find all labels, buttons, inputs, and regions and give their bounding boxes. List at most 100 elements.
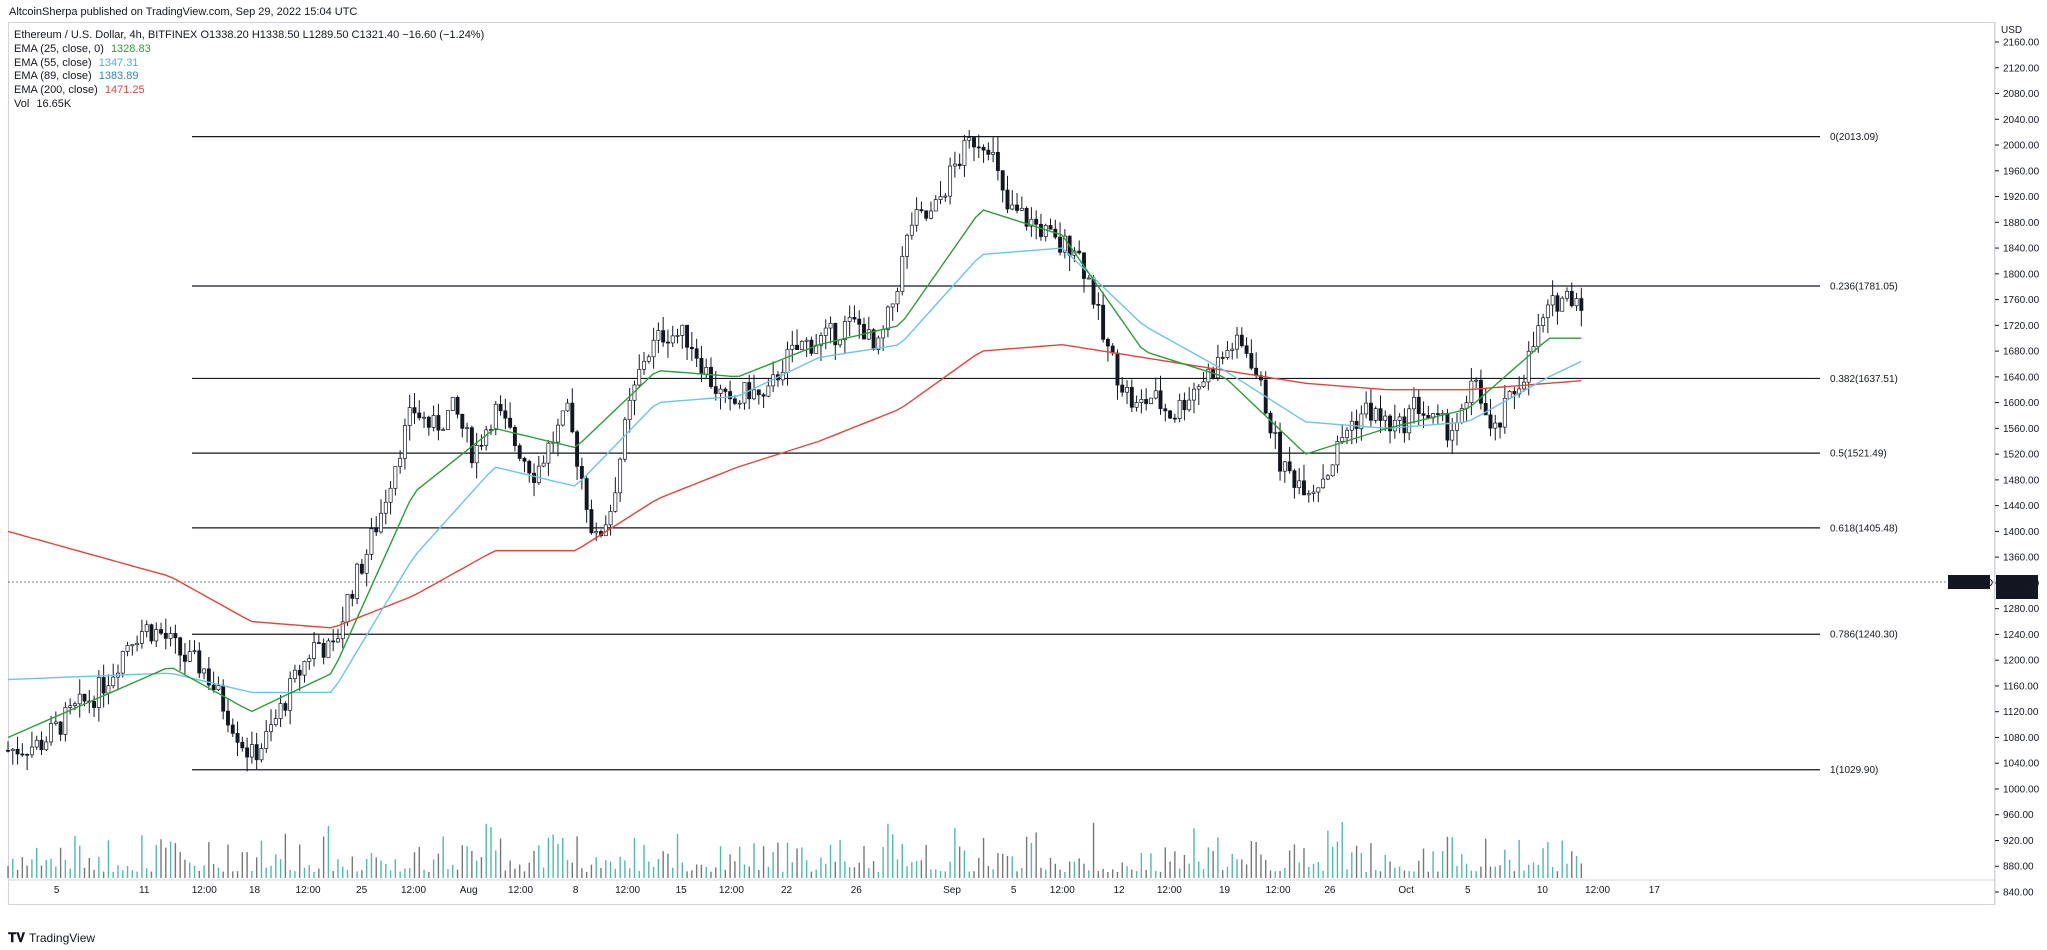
- candle-body: [1105, 338, 1110, 347]
- candle-body: [900, 255, 905, 292]
- candle-body: [92, 701, 97, 708]
- candle-body: [570, 402, 575, 433]
- candle-body: [1039, 223, 1043, 237]
- candle-body: [924, 210, 929, 219]
- candle-body: [723, 388, 728, 392]
- candle-body: [474, 444, 479, 464]
- candle-body: [426, 416, 431, 428]
- symbol-tag-label: ETHUSD: [1952, 578, 1993, 589]
- candle-body: [1574, 298, 1579, 307]
- y-tick-label: 840.00: [2003, 888, 2034, 899]
- legend-ema89[interactable]: EMA (89, close) 1383.89: [14, 70, 484, 84]
- x-tick-label: 12:00: [1266, 885, 1291, 896]
- fib-level-label: 0.618(1405.48): [1830, 523, 1898, 534]
- ema25-line: [7, 209, 1582, 739]
- candle-body: [536, 465, 541, 483]
- y-tick-label: 880.00: [2003, 862, 2034, 873]
- candle-body: [1015, 204, 1019, 211]
- published-caption: AltcoinSherpa published on TradingView.c…: [9, 6, 358, 18]
- candle-body: [1469, 380, 1474, 403]
- y-tick-label: 1040.00: [2003, 759, 2040, 770]
- legend-ema55[interactable]: EMA (55, close) 1347.31: [14, 57, 484, 71]
- candle-body: [948, 165, 953, 197]
- candle-body: [1187, 399, 1192, 411]
- candle-body: [1086, 277, 1091, 280]
- candle-body: [1062, 235, 1067, 253]
- candle-body: [197, 650, 202, 674]
- candle-body: [823, 327, 828, 336]
- candle-body: [345, 593, 350, 623]
- candle-body: [646, 356, 651, 362]
- candle-body: [1239, 334, 1244, 347]
- candle-body: [952, 163, 957, 167]
- x-tick-label: 5: [1465, 885, 1471, 896]
- candle-body: [1115, 352, 1120, 386]
- candle-body: [1368, 402, 1373, 421]
- candle-body: [173, 633, 178, 639]
- candle-body: [1416, 396, 1421, 415]
- candle-body: [192, 650, 197, 653]
- legend-ema25[interactable]: EMA (25, close, 0) 1328.83: [14, 43, 484, 57]
- candle-body: [895, 291, 900, 305]
- candle-body: [1206, 368, 1211, 383]
- candle-body: [1287, 461, 1292, 472]
- candle-body: [656, 330, 661, 341]
- candle-body: [292, 669, 297, 679]
- candle-body: [718, 388, 723, 394]
- candle-body: [1536, 325, 1541, 347]
- ema200-value: 1471.25: [104, 84, 145, 97]
- candle-body: [135, 642, 140, 646]
- y-tick-label: 1760.00: [2003, 295, 2040, 306]
- candle-body: [670, 335, 675, 344]
- candle-body: [1345, 429, 1349, 438]
- candle-body: [422, 416, 427, 419]
- candle-body: [579, 466, 584, 479]
- candle-body: [307, 658, 312, 662]
- y-tick-label: 1120.00: [2003, 707, 2039, 718]
- candle-body: [1058, 236, 1063, 253]
- legend: Ethereum / U.S. Dollar, 4h, BITFINEX O13…: [14, 29, 484, 112]
- ema25-value: 1328.83: [110, 42, 151, 55]
- candle-body: [1282, 461, 1287, 472]
- candle-body: [986, 149, 991, 155]
- candle-body: [111, 676, 116, 687]
- candle-body: [1129, 386, 1134, 408]
- candle-body: [350, 593, 355, 599]
- candle-body: [929, 210, 933, 219]
- candle-body: [460, 413, 465, 429]
- candle-body: [1421, 413, 1426, 416]
- candle-body: [1330, 464, 1335, 477]
- candle-body: [259, 748, 264, 761]
- candle-body: [39, 739, 44, 751]
- candle-body: [1034, 218, 1039, 225]
- candle-body: [890, 303, 895, 308]
- candle-body: [866, 329, 871, 340]
- candle-body: [1302, 480, 1306, 496]
- ema55-label: EMA (55, close): [14, 56, 92, 69]
- candle-body: [240, 741, 245, 749]
- candle-body: [661, 330, 666, 343]
- candle-body: [933, 199, 938, 212]
- legend-volume[interactable]: Vol 16.65K: [14, 98, 484, 112]
- candle-body: [694, 348, 699, 359]
- candle-body: [68, 705, 73, 708]
- fib-level-label: 0(2013.09): [1830, 132, 1878, 143]
- candle-body: [312, 642, 317, 659]
- candle-body: [1569, 290, 1574, 307]
- candle-body: [216, 685, 221, 691]
- candle-body: [1153, 390, 1158, 399]
- x-tick-label: 12:00: [1050, 885, 1075, 896]
- candle-body: [1043, 225, 1048, 237]
- legend-ema200[interactable]: EMA (200, close) 1471.25: [14, 84, 484, 98]
- candle-body: [130, 644, 135, 647]
- x-tick-label: Oct: [1398, 885, 1414, 896]
- brand-name: TradingView: [29, 931, 96, 945]
- candle-body: [847, 317, 852, 322]
- candle-body: [465, 427, 470, 430]
- candle-body: [589, 509, 594, 534]
- candle-body: [795, 344, 800, 350]
- candle-body: [498, 403, 503, 412]
- candle-body: [1311, 491, 1316, 494]
